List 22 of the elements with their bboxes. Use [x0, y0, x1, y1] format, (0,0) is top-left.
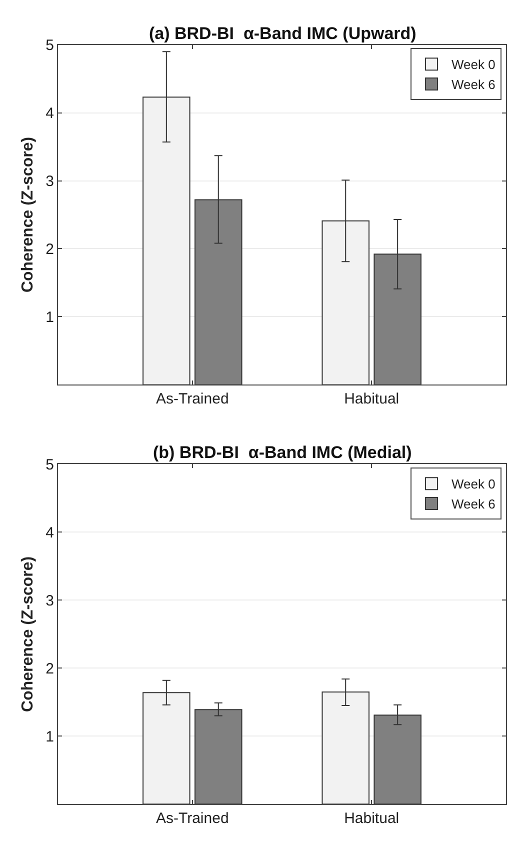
legend-label: Week 6: [452, 496, 496, 512]
y-tick-label: 4: [46, 105, 54, 122]
chart-title: (a) BRD-BI α-Band IMC (Upward): [149, 24, 416, 43]
x-tick-label: Habitual: [344, 810, 400, 828]
x-tick-label: As-Trained: [156, 390, 229, 408]
x-tick-label: Habitual: [344, 390, 400, 408]
y-tick-label: 5: [46, 456, 54, 474]
legend-label: Week 0: [452, 57, 496, 72]
x-tick-label: As-Trained: [156, 810, 229, 828]
y-axis-title: Coherence (Z-score): [20, 136, 37, 293]
legend-label: Week 0: [452, 476, 496, 492]
y-tick-label: 4: [46, 524, 54, 542]
chart-title: (b) BRD-BI α-Band IMC (Medial): [153, 443, 412, 462]
legend-label: Week 6: [452, 77, 496, 92]
y-tick-label: 1: [46, 308, 54, 326]
y-tick-label: 3: [46, 173, 54, 190]
y-tick-label: 2: [46, 240, 54, 258]
y-tick-label: 2: [46, 660, 54, 678]
y-axis-title: Coherence (Z-score): [20, 556, 37, 712]
y-tick-label: 5: [46, 37, 54, 54]
y-tick-label: 3: [46, 592, 54, 610]
y-tick-label: 1: [46, 728, 54, 746]
